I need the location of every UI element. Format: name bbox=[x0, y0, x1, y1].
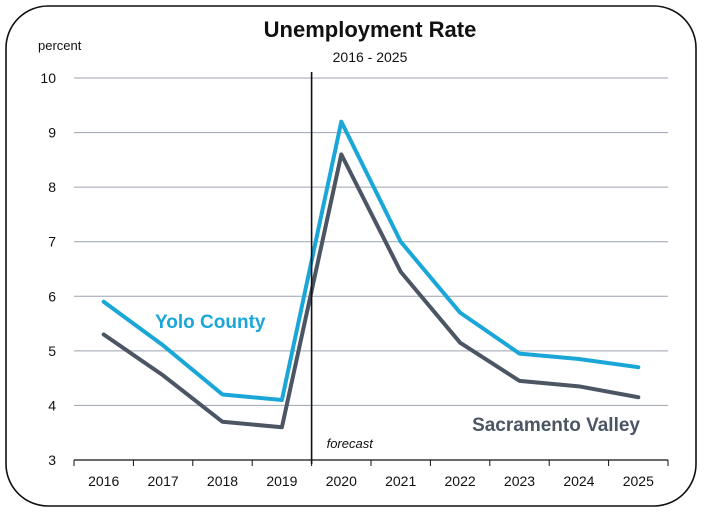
series-label-sacramento-valley: Sacramento Valley bbox=[472, 415, 640, 436]
x-tick-label: 2024 bbox=[563, 473, 594, 489]
y-axis-label: percent bbox=[38, 38, 82, 53]
y-tick-label: 5 bbox=[48, 343, 56, 359]
x-tick-label: 2020 bbox=[326, 473, 357, 489]
y-tick-label: 3 bbox=[48, 452, 56, 468]
x-tick-label: 2022 bbox=[445, 473, 476, 489]
y-tick-label: 7 bbox=[48, 234, 56, 250]
series-label-yolo-county: Yolo County bbox=[155, 312, 266, 333]
x-tick-label: 2016 bbox=[88, 473, 119, 489]
x-tick-label: 2021 bbox=[385, 473, 416, 489]
x-tick-label: 2017 bbox=[148, 473, 179, 489]
y-tick-label: 9 bbox=[48, 125, 56, 141]
chart-subtitle: 2016 - 2025 bbox=[333, 49, 408, 65]
forecast-annotation: forecast bbox=[327, 436, 375, 451]
y-tick-label: 6 bbox=[48, 288, 56, 304]
x-tick-label: 2023 bbox=[504, 473, 535, 489]
y-tick-label: 10 bbox=[40, 70, 56, 86]
x-tick-label: 2025 bbox=[623, 473, 654, 489]
chart-title: Unemployment Rate bbox=[264, 17, 477, 42]
x-tick-label: 2018 bbox=[207, 473, 238, 489]
y-tick-label: 4 bbox=[48, 397, 56, 413]
y-tick-label: 8 bbox=[48, 179, 56, 195]
x-tick-label: 2019 bbox=[266, 473, 297, 489]
